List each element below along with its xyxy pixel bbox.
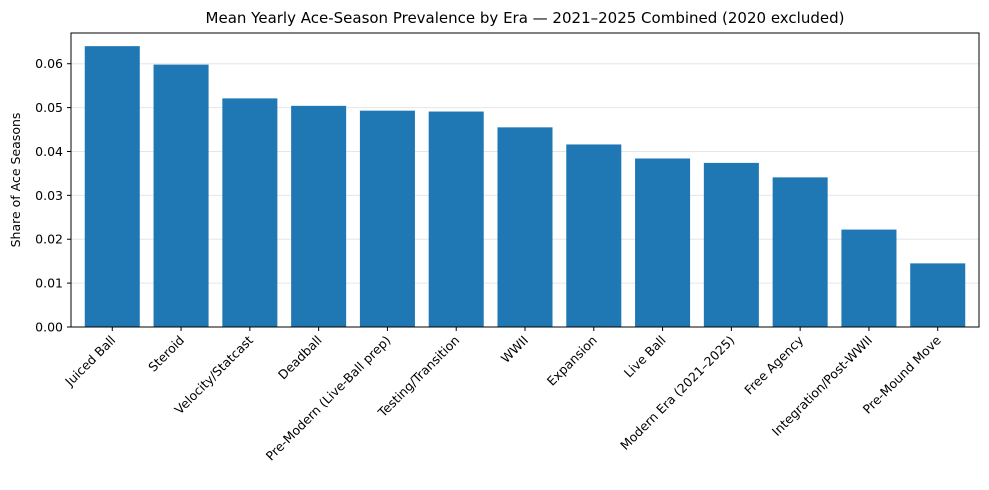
bar	[635, 158, 691, 327]
bar	[910, 263, 966, 327]
y-tick-label: 0.01	[35, 276, 63, 291]
x-tick-label: Expansion	[544, 333, 600, 389]
bar	[291, 105, 347, 327]
bar	[566, 144, 622, 327]
y-axis-ticks: 0.00 0.01 0.02 0.03 0.04 0.05 0.06	[35, 56, 71, 335]
bar	[703, 162, 759, 327]
y-tick-label: 0.04	[35, 144, 63, 159]
y-tick-label: 0.06	[35, 56, 63, 71]
x-tick-label: Juiced Ball	[61, 333, 118, 390]
x-tick-label: Live Ball	[621, 333, 669, 381]
y-tick-label: 0.03	[35, 188, 63, 203]
bar	[222, 98, 278, 328]
y-tick-label: 0.05	[35, 100, 63, 115]
x-tick-label: Steroid	[145, 333, 187, 375]
bar	[772, 177, 828, 327]
x-tick-label: Pre-Modern (Live-Ball prep)	[263, 333, 394, 464]
y-tick-label: 0.02	[35, 232, 63, 247]
bar	[497, 127, 553, 327]
x-tick-label: Deadball	[275, 333, 325, 383]
x-tick-label: Free Agency	[741, 332, 806, 397]
bar	[841, 229, 897, 327]
y-axis-title: Share of Ace Seasons	[8, 113, 23, 248]
bar	[428, 111, 484, 328]
y-tick-label: 0.00	[35, 320, 63, 335]
x-tick-label: Modern Era (2021–2025)	[617, 333, 737, 453]
bar	[359, 110, 415, 327]
chart-title: Mean Yearly Ace-Season Prevalence by Era…	[206, 9, 845, 27]
bars	[84, 46, 966, 328]
x-tick-label: WWII	[498, 333, 531, 366]
bar	[84, 46, 140, 327]
bar	[153, 64, 209, 328]
